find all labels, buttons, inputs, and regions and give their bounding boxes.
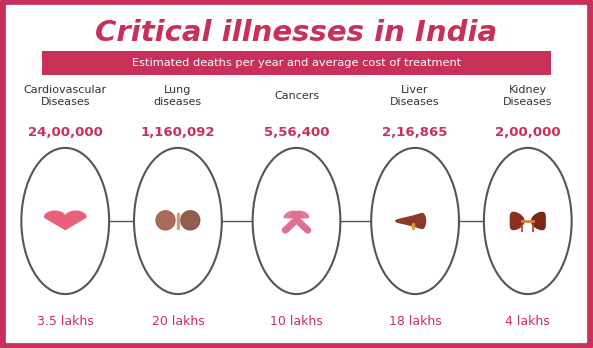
Text: 1,160,092: 1,160,092 [141,126,215,139]
Polygon shape [181,211,200,230]
Ellipse shape [371,148,459,294]
Text: 3.5 lakhs: 3.5 lakhs [37,315,94,329]
Polygon shape [44,211,65,217]
Polygon shape [290,211,309,218]
Polygon shape [44,217,86,230]
Text: 2,00,000: 2,00,000 [495,126,560,139]
Text: 24,00,000: 24,00,000 [28,126,103,139]
Text: Liver
Diseases: Liver Diseases [390,85,440,107]
Text: 5,56,400: 5,56,400 [264,126,329,139]
Text: Estimated deaths per year and average cost of treatment: Estimated deaths per year and average co… [132,58,461,68]
Text: 10 lakhs: 10 lakhs [270,315,323,329]
Ellipse shape [484,148,572,294]
FancyBboxPatch shape [42,51,551,75]
Text: 4 lakhs: 4 lakhs [505,315,550,329]
Text: Kidney
Diseases: Kidney Diseases [503,85,553,107]
Text: Critical illnesses in India: Critical illnesses in India [95,19,498,47]
Ellipse shape [134,148,222,294]
Text: Lung
diseases: Lung diseases [154,85,202,107]
Ellipse shape [253,148,340,294]
Text: Cancers: Cancers [274,91,319,101]
Text: 20 lakhs: 20 lakhs [152,315,204,329]
Text: Cardiovascular
Diseases: Cardiovascular Diseases [24,85,107,107]
Polygon shape [284,211,303,218]
Polygon shape [156,211,175,230]
Polygon shape [396,213,426,229]
Polygon shape [65,211,86,217]
Text: 18 lakhs: 18 lakhs [389,315,441,329]
Polygon shape [531,212,545,230]
Text: 2,16,865: 2,16,865 [382,126,448,139]
Ellipse shape [21,148,109,294]
Polygon shape [511,212,524,230]
